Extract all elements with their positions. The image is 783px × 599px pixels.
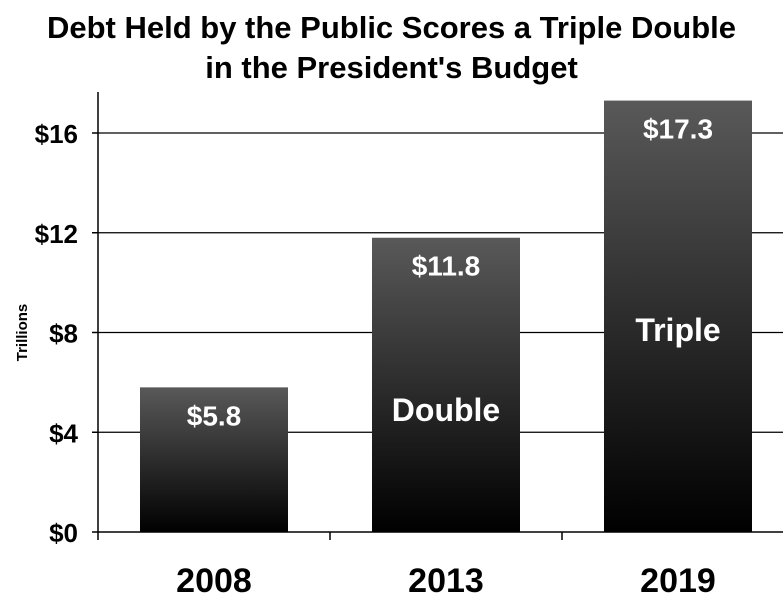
chart-subtitle: in the President's Budget xyxy=(205,50,578,85)
data-label: $5.8 xyxy=(187,400,242,431)
data-label: $11.8 xyxy=(412,251,481,282)
x-tick-label: 2019 xyxy=(640,562,716,599)
y-tick-label: $12 xyxy=(35,219,78,249)
x-tick-label: 2008 xyxy=(176,562,252,599)
y-tick-label: $4 xyxy=(49,418,78,448)
bar xyxy=(604,100,752,533)
y-tick-label: $0 xyxy=(49,518,78,548)
bar-annotation: Triple xyxy=(635,312,720,348)
y-tick-label: $8 xyxy=(49,319,78,349)
data-label: $17.3 xyxy=(643,114,713,145)
bar xyxy=(140,387,288,532)
y-axis-title: Trillions xyxy=(14,304,31,362)
y-tick-label: $16 xyxy=(35,119,78,149)
chart-title: Debt Held by the Public Scores a Triple … xyxy=(46,10,737,45)
x-tick-label: 2013 xyxy=(408,562,484,599)
bar xyxy=(372,237,520,533)
bar-annotation: Double xyxy=(392,392,500,428)
